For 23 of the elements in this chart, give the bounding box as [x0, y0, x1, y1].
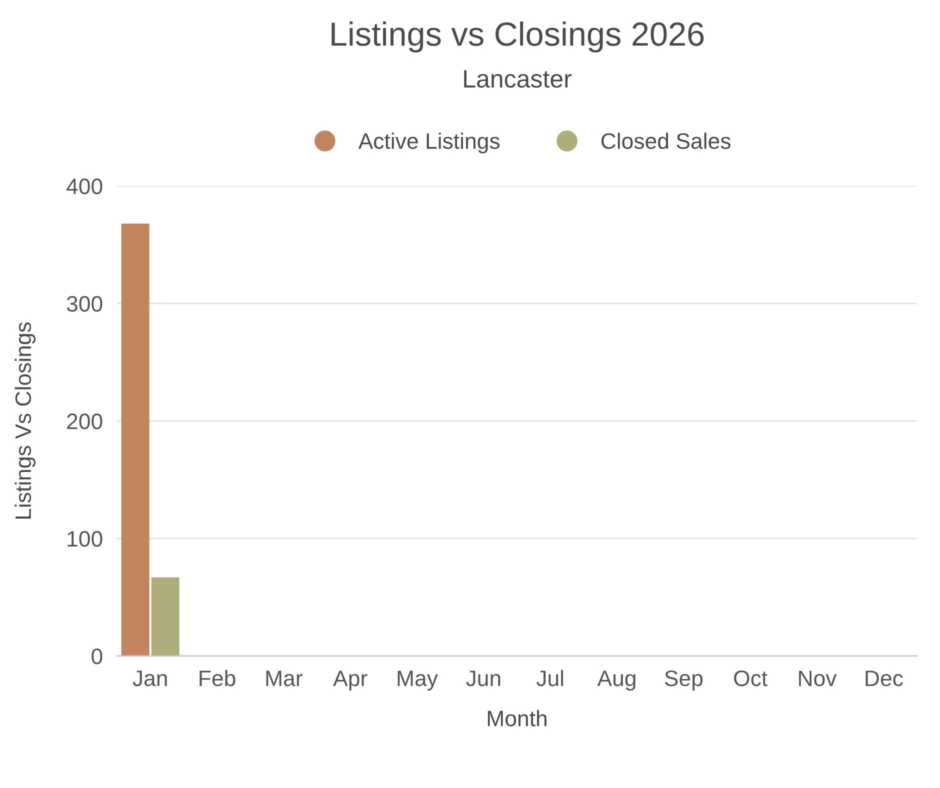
legend-label: Closed Sales — [601, 132, 730, 149]
x-tick-label: Aug — [597, 670, 636, 691]
x-tick-label: Jun — [466, 670, 500, 686]
x-tick-label: Jul — [536, 670, 564, 686]
y-tick-label: 400 — [66, 178, 102, 194]
y-tick-label: 300 — [66, 296, 102, 312]
y-tick-label: 100 — [68, 531, 102, 547]
y-tick-label: 200 — [67, 414, 102, 430]
x-tick-label: May — [398, 670, 438, 691]
y-tick-label: 0 — [92, 648, 102, 664]
x-axis-title: Month — [488, 710, 546, 726]
x-tick-label: Feb — [200, 670, 236, 686]
chart-subtitle: Lancaster — [464, 70, 572, 88]
x-tick-label: Mar — [266, 670, 302, 686]
x-tick-label: Nov — [799, 670, 837, 686]
legend-label: Active Listings — [358, 132, 500, 154]
chart-title: Listings vs Closings 2026 — [332, 21, 704, 53]
x-tick-label: Jan — [132, 670, 167, 686]
x-tick-label: Apr — [333, 670, 368, 691]
x-tick-label: Sep — [664, 670, 703, 691]
x-tick-label: Dec — [866, 670, 903, 686]
x-tick-label: Oct — [734, 670, 768, 686]
y-axis-title: Listings Vs Closings — [14, 322, 36, 519]
